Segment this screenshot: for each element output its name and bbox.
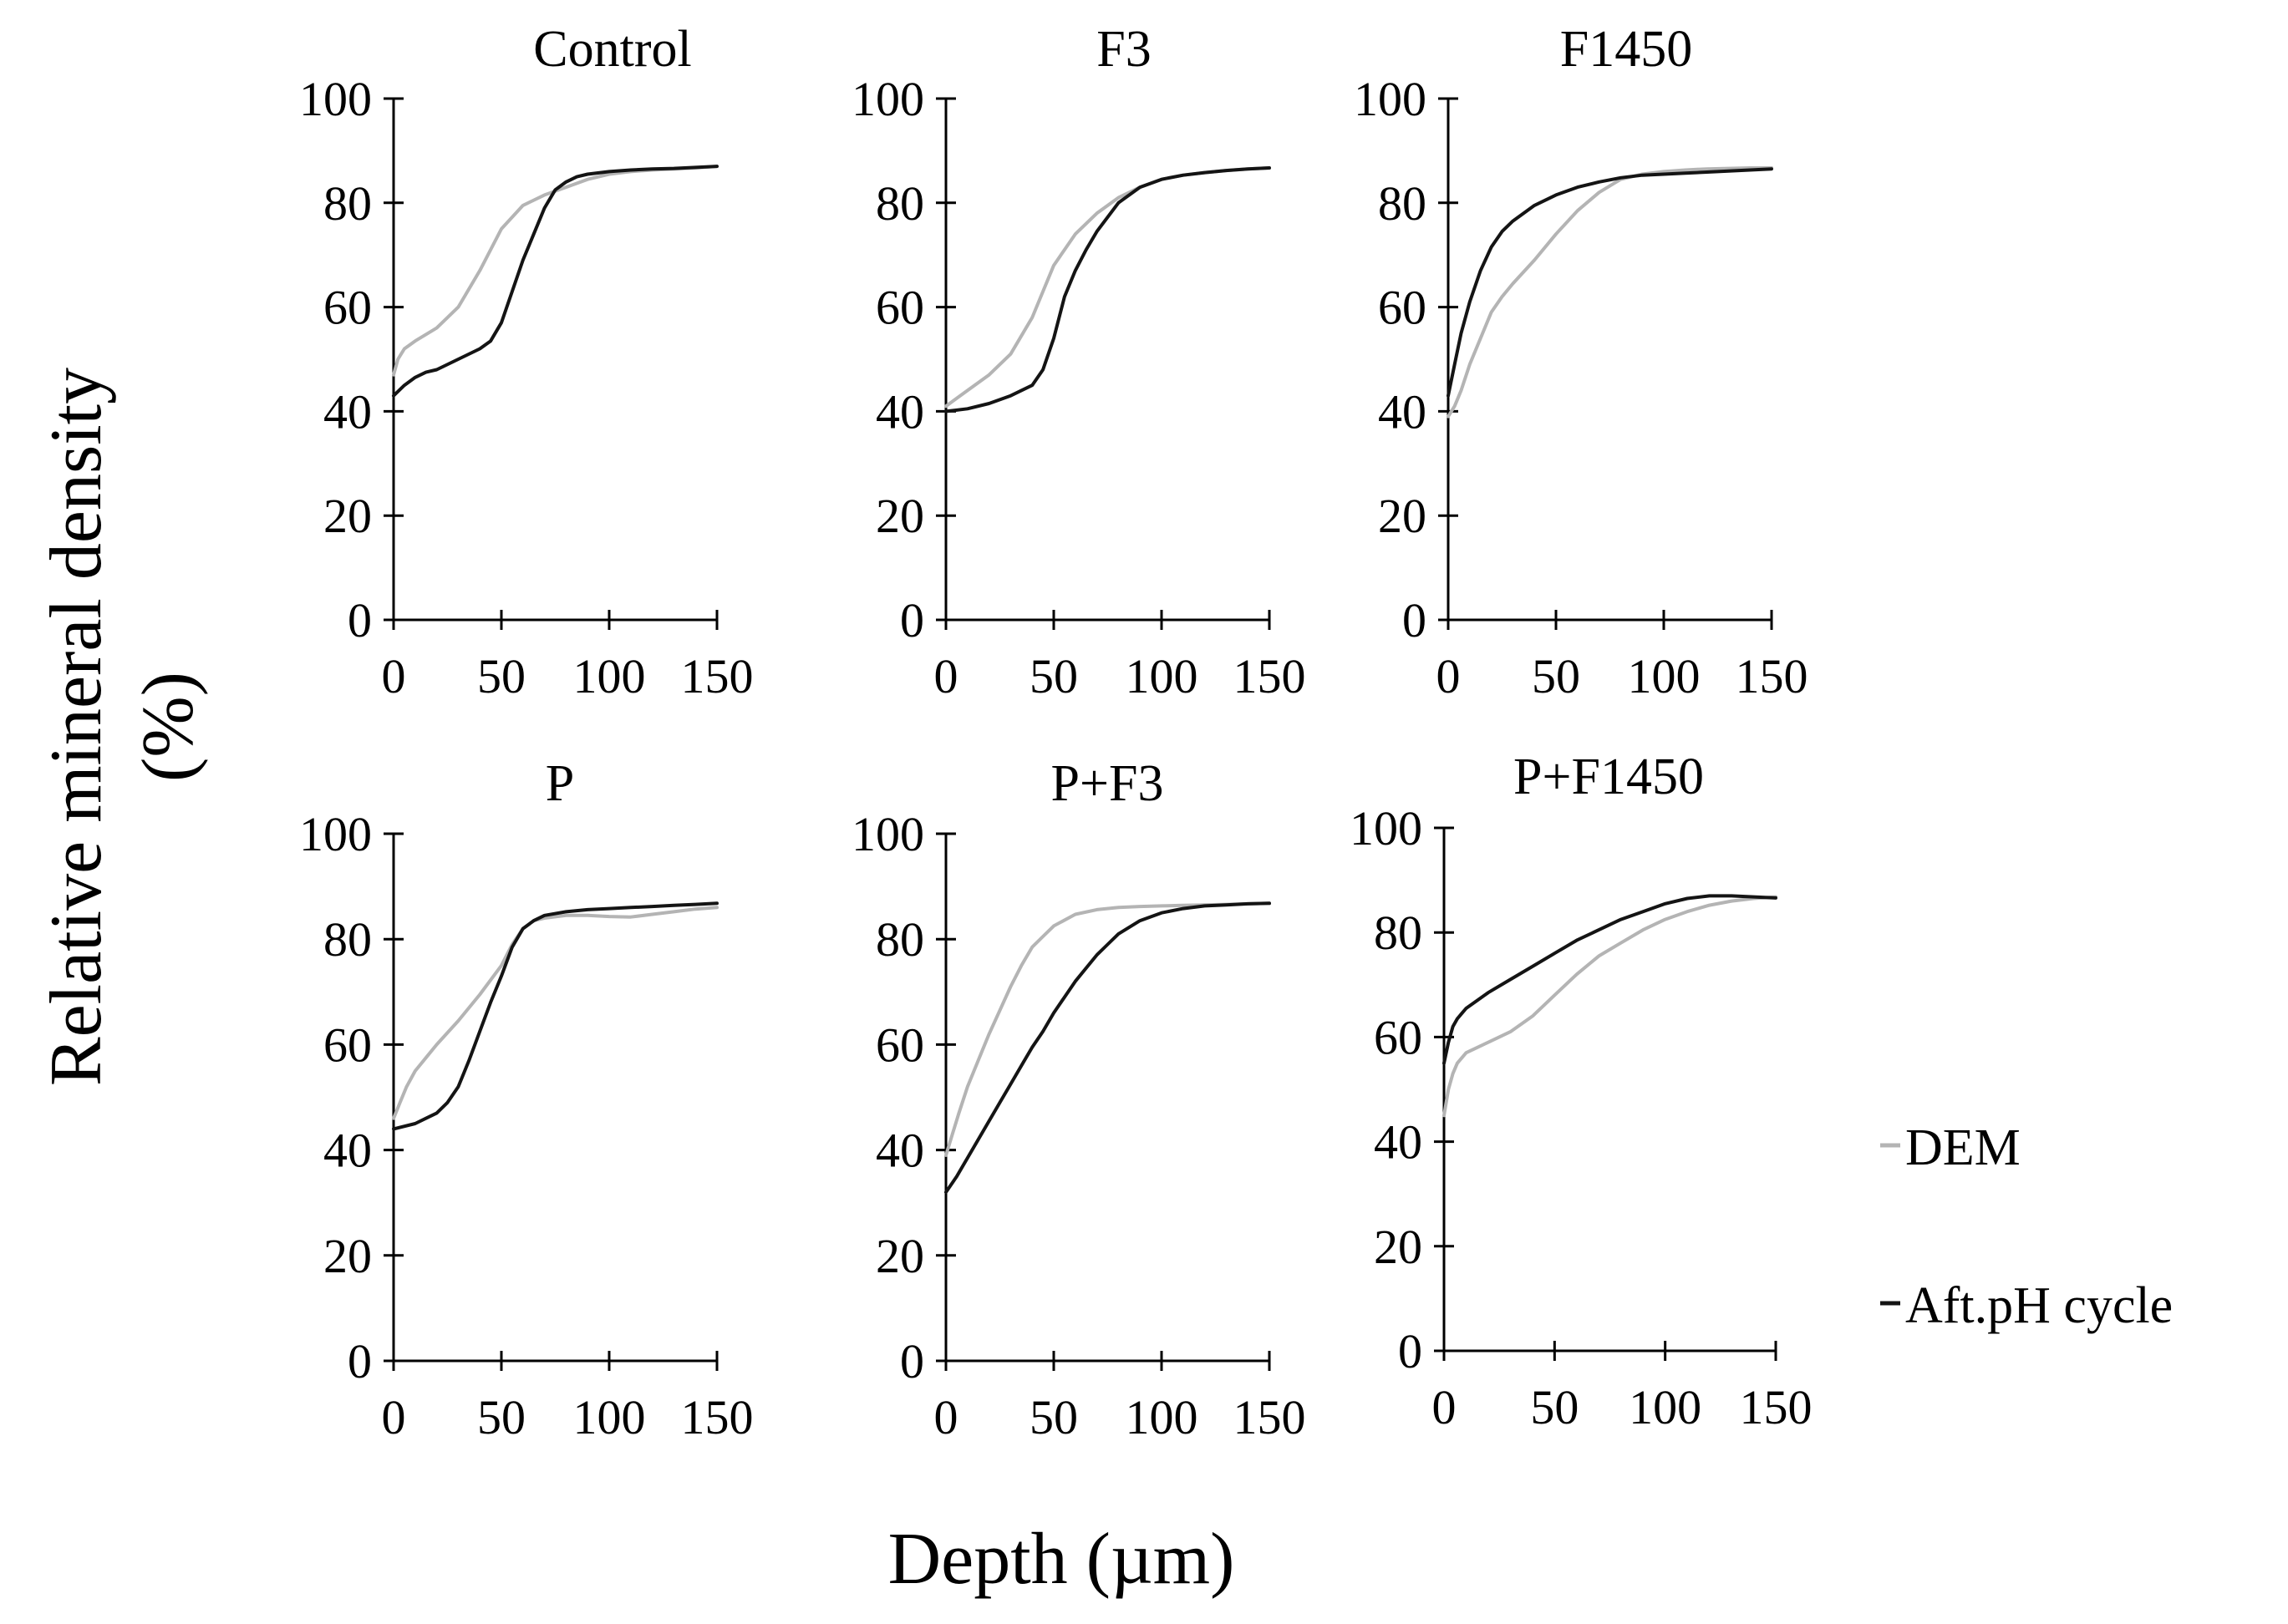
- y-tick-label-p-f1450: 20: [1374, 1220, 1422, 1274]
- series-line-aft-ph-cycle-p-f3: [944, 901, 1271, 1195]
- y-tick-label-p: 40: [323, 1124, 372, 1178]
- y-tick-label-p: 20: [323, 1229, 372, 1283]
- series-line-aft-ph-cycle-p-f1450: [1442, 894, 1777, 1065]
- x-tick-label-p-f3: 150: [1233, 1390, 1306, 1444]
- x-tick-label-p: 50: [477, 1390, 526, 1444]
- y-tick-label-control: 0: [348, 593, 372, 647]
- x-tick-label-f3: 100: [1126, 649, 1198, 703]
- y-tick-label-p: 80: [323, 912, 372, 967]
- x-tick-label-p: 150: [681, 1390, 754, 1444]
- series-line-dem-f1450: [1447, 166, 1773, 419]
- y-tick-label-f3: 20: [876, 489, 924, 543]
- panel-title-f3: F3: [1096, 21, 1151, 78]
- y-tick-label-control: 100: [299, 72, 372, 126]
- x-tick-label-p-f1450: 100: [1629, 1380, 1701, 1434]
- y-tick-label-f3: 80: [876, 176, 924, 231]
- panel-title-f1450: F1450: [1560, 21, 1692, 78]
- series-line-dem-p: [392, 906, 719, 1120]
- x-tick-label-p: 100: [573, 1390, 646, 1444]
- y-tick-label-f1450: 80: [1378, 176, 1426, 231]
- y-tick-label-f1450: 60: [1378, 281, 1426, 335]
- x-tick-label-f3: 50: [1030, 649, 1078, 703]
- y-tick-label-p-f3: 40: [876, 1124, 924, 1178]
- y-tick-label-p-f3: 80: [876, 912, 924, 967]
- series-line-aft-ph-cycle-p: [392, 901, 719, 1131]
- y-tick-label-control: 20: [323, 489, 372, 543]
- y-tick-label-p: 60: [323, 1018, 372, 1072]
- y-tick-label-f3: 0: [900, 593, 924, 647]
- x-tick-label-p-f3: 0: [934, 1390, 958, 1444]
- y-tick-label-control: 40: [323, 384, 372, 439]
- y-tick-label-p-f1450: 0: [1398, 1324, 1422, 1378]
- x-tick-label-p: 0: [382, 1390, 406, 1444]
- x-tick-label-control: 50: [477, 649, 526, 703]
- x-tick-label-control: 0: [382, 649, 406, 703]
- y-tick-label-f1450: 40: [1378, 384, 1426, 439]
- y-tick-label-f3: 60: [876, 281, 924, 335]
- series-line-dem-p-f3: [944, 901, 1271, 1157]
- y-tick-label-control: 80: [323, 176, 372, 231]
- x-tick-label-f1450: 150: [1736, 649, 1808, 703]
- x-axis-title: Depth (µm): [888, 1519, 1235, 1600]
- y-tick-label-f1450: 0: [1402, 593, 1426, 647]
- x-tick-label-p-f3: 50: [1030, 1390, 1078, 1444]
- y-tick-label-f1450: 20: [1378, 489, 1426, 543]
- panel-p: P 0 20 40 60 80 100 0 50 100 150: [299, 755, 754, 1444]
- series-line-aft-ph-cycle-control: [392, 165, 719, 398]
- panel-p-f3: P+F3 0 20 40 60 80 100 0 50 100 150: [852, 755, 1306, 1444]
- x-tick-label-p-f1450: 50: [1530, 1380, 1579, 1434]
- y-tick-label-p-f3: 100: [852, 807, 924, 861]
- y-axis-title-line2: (%): [128, 672, 209, 782]
- x-tick-label-f1450: 50: [1532, 649, 1580, 703]
- y-tick-label-p-f1450: 80: [1374, 906, 1422, 960]
- x-tick-label-f3: 150: [1233, 649, 1306, 703]
- x-tick-label-p-f1450: 0: [1432, 1380, 1457, 1434]
- series-line-aft-ph-cycle-f3: [944, 166, 1271, 414]
- x-tick-label-control: 100: [573, 649, 646, 703]
- panels-group: Control 0 20 40 60 80 100 0 50 100 150 F3 0 20 40 60 80 1…: [299, 21, 1813, 1444]
- y-tick-label-p-f1450: 100: [1350, 801, 1422, 855]
- x-tick-label-p-f3: 100: [1126, 1390, 1198, 1444]
- y-tick-label-p-f1450: 40: [1374, 1115, 1422, 1170]
- x-tick-label-f1450: 100: [1628, 649, 1701, 703]
- y-tick-label-p-f3: 0: [900, 1334, 924, 1388]
- panel-title-control: Control: [533, 21, 691, 78]
- y-tick-label-p-f3: 20: [876, 1229, 924, 1283]
- series-line-dem-p-f1450: [1442, 895, 1777, 1118]
- y-tick-label-p-f3: 60: [876, 1018, 924, 1072]
- panel-f3: F3 0 20 40 60 80 100 0 50 100 150: [852, 21, 1306, 703]
- y-axis-title-line1: Relative mineral density: [36, 368, 117, 1086]
- x-tick-label-control: 150: [681, 649, 754, 703]
- y-tick-label-f3: 40: [876, 384, 924, 439]
- y-tick-label-p: 0: [348, 1334, 372, 1388]
- panel-p-f1450: P+F1450 0 20 40 60 80 100 0 50 100 150: [1350, 749, 1813, 1434]
- panel-control: Control 0 20 40 60 80 100 0 50 100 150: [299, 21, 754, 703]
- legend-label-aft-ph-cycle: Aft.pH cycle: [1905, 1277, 2173, 1334]
- y-tick-label-f3: 100: [852, 72, 924, 126]
- x-tick-label-p-f1450: 150: [1740, 1380, 1813, 1434]
- legend-label-dem: DEM: [1905, 1119, 2021, 1176]
- x-tick-label-f3: 0: [934, 649, 958, 703]
- series-line-dem-f3: [944, 166, 1271, 409]
- y-tick-label-f1450: 100: [1354, 72, 1426, 126]
- series-line-aft-ph-cycle-f1450: [1447, 167, 1773, 398]
- panel-title-p-f3: P+F3: [1051, 755, 1164, 812]
- series-line-dem-control: [392, 165, 719, 377]
- x-tick-label-f1450: 0: [1436, 649, 1461, 703]
- panel-title-p: P: [546, 755, 574, 812]
- y-tick-label-control: 60: [323, 281, 372, 335]
- y-tick-label-p: 100: [299, 807, 372, 861]
- panel-f1450: F1450 0 20 40 60 80 100 0 50 100 150: [1354, 21, 1808, 703]
- panel-title-p-f1450: P+F1450: [1513, 749, 1704, 805]
- y-tick-label-p-f1450: 60: [1374, 1010, 1422, 1064]
- legend: DEM Aft.pH cycle: [1880, 1119, 2173, 1334]
